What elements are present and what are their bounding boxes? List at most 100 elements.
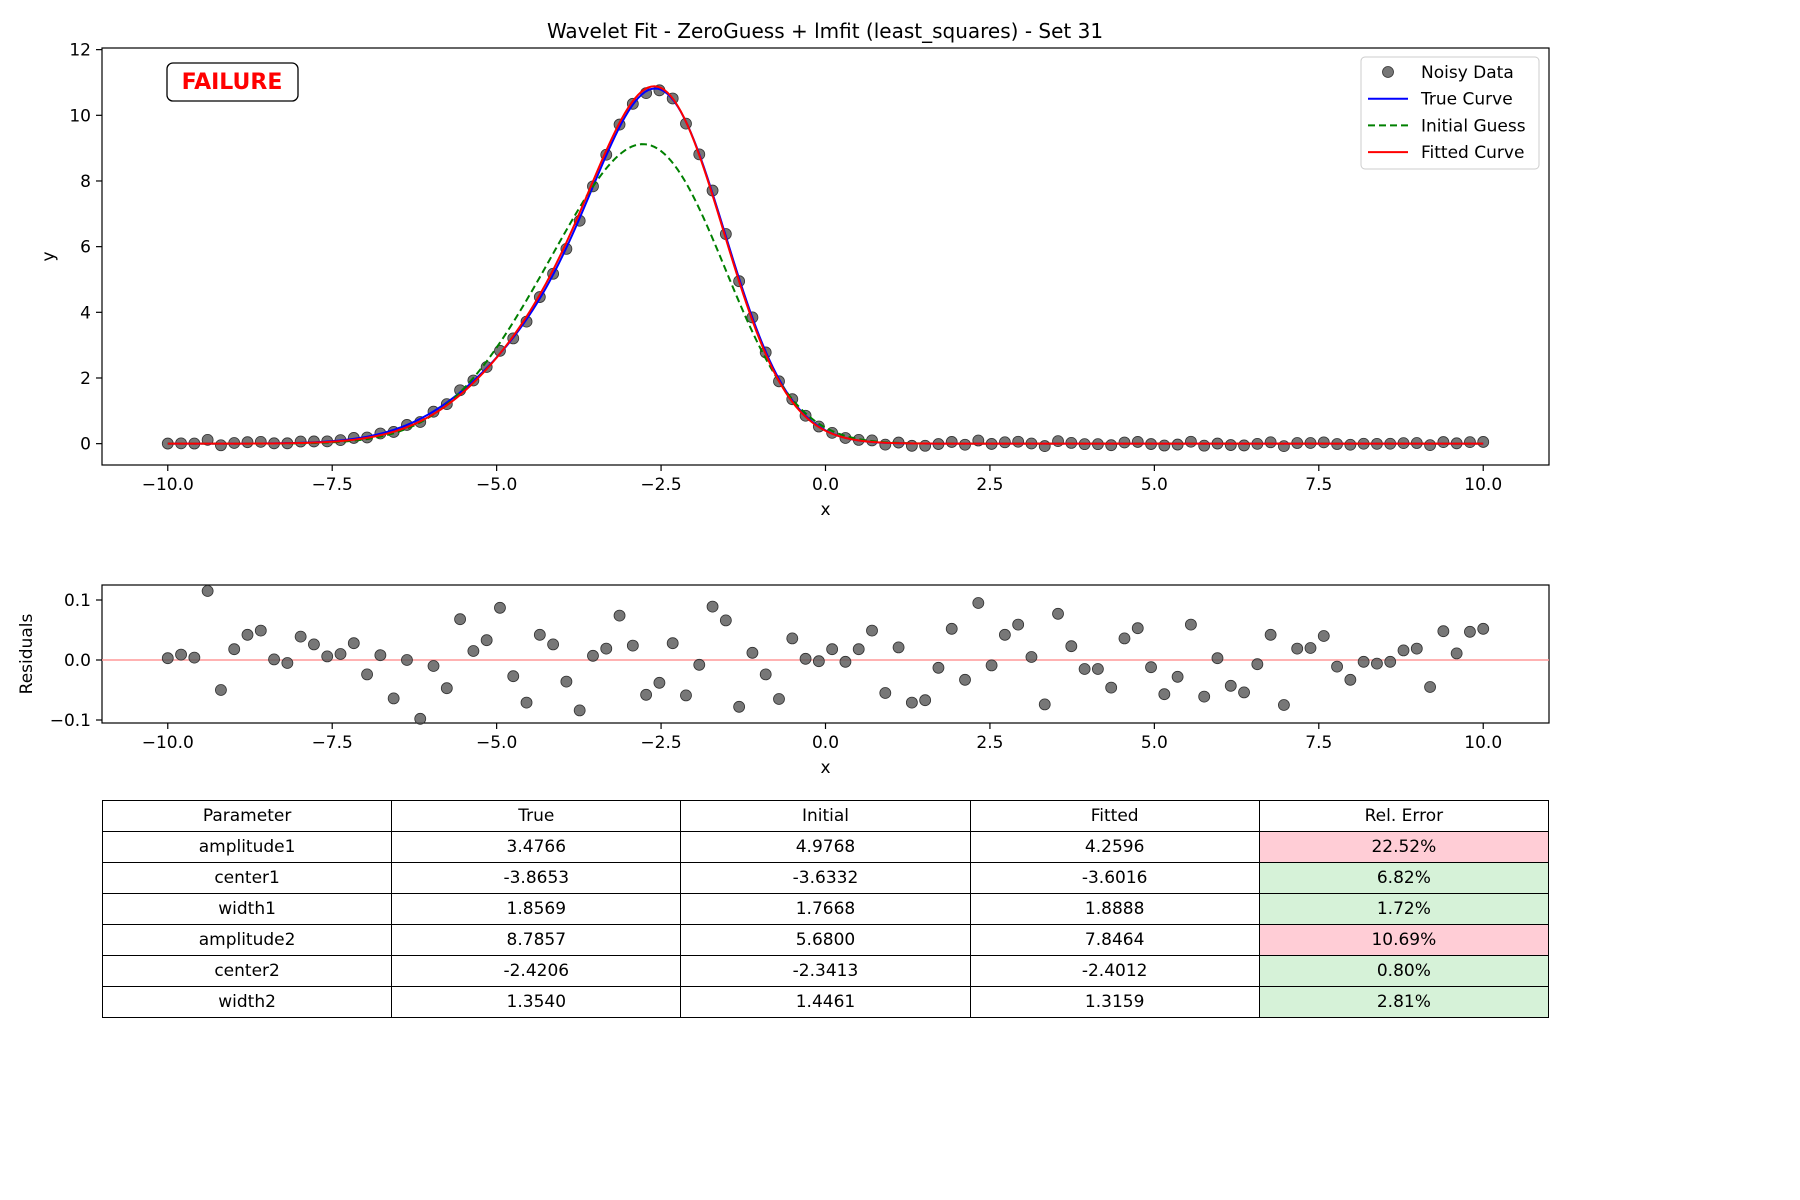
residual-point [839,655,852,668]
residual-point [1464,625,1476,638]
table-cell: 3.4766 [391,831,682,863]
residual-point [1145,661,1157,674]
noisy-data-point [1158,439,1171,452]
noisy-data-point [945,436,958,448]
main-ytick-label: 8 [80,172,91,192]
table-header-cell: True [391,800,682,832]
residual-point [959,673,971,686]
main-xtick-label: 7.5 [1305,475,1332,495]
noisy-data-point [1224,439,1237,451]
residual-point [733,700,746,713]
main-frame [101,47,1550,466]
residual-point [1424,681,1436,693]
noisy-data-point [1131,436,1144,448]
table-cell: 8.7857 [391,924,682,956]
noisy-data-point [1118,436,1131,449]
noisy-data-point [294,435,307,448]
residual-point [1065,640,1078,653]
residual-point [1131,622,1144,635]
main-y-axis-label: y [39,251,59,261]
table-cell: width2 [101,986,393,1018]
main-ytick-label: 10 [69,106,91,126]
table-header-cell: Parameter [101,800,393,832]
main-ytick-label: 6 [80,238,91,258]
initial-guess-line [167,143,1484,445]
residual-point [773,693,785,705]
residual-point [215,684,227,696]
main-plot: −10.0 −7.5 −5.0 −2.5 0.0 2.5 5.0 7.5 10.0 0 2 4 6 8 10… [39,41,1550,520]
residual-point [985,659,998,672]
noisy-data-point [1238,439,1250,452]
residual-point [1038,698,1051,711]
residuals-xtick-label: 0.0 [812,733,839,753]
noisy-data-series [161,84,1490,453]
residual-point [533,628,546,641]
noisy-data-point [905,439,918,452]
residual-point [1185,618,1197,631]
main-xtick-label: 10.0 [1464,475,1502,495]
residual-point [294,630,307,643]
residual-point [1211,652,1224,665]
rel-error-cell: 22.52% [1258,831,1550,863]
legend-label-noisy-data: Noisy Data [1421,63,1514,83]
residuals-ytick-label: 0.1 [64,591,91,611]
table-row: width1 1.8569 1.7668 1.8888 1.72% [101,893,1550,925]
main-xtick-label: −2.5 [640,475,681,495]
main-xtick-label: −5.0 [476,475,517,495]
noisy-data-point [201,433,214,446]
rel-error-cell: 10.69% [1258,924,1550,956]
residual-point [719,614,732,627]
legend-frame [1360,56,1540,170]
residual-point [759,668,772,681]
residual-point [321,650,334,663]
table-cell: 1.3159 [969,986,1260,1018]
residuals-ytick-label: 0.0 [64,651,91,671]
residual-point [666,637,679,650]
residual-point [1238,686,1250,699]
residual-point [374,649,387,662]
table-cell: 1.3540 [391,986,682,1018]
residual-point [905,696,918,709]
table-row: width2 1.3540 1.4461 1.3159 2.81% [101,986,1550,1018]
residual-point [334,648,347,660]
residual-point [680,689,692,702]
residual-point [1091,663,1104,675]
residual-point [879,687,892,699]
residual-point [653,676,666,689]
table-header-row: Parameter True Initial Fitted Rel. Error [101,800,1550,832]
residual-point [972,597,985,609]
residual-point [308,638,320,651]
residuals-xtick-label: −7.5 [312,733,353,753]
legend-label-initial-guess: Initial Guess [1421,116,1526,136]
chart-title: Wavelet Fit - ZeroGuess + lmfit (least_s… [547,19,1103,43]
residual-point [560,675,573,688]
residual-point [852,643,865,656]
table-header-cell: Fitted [969,800,1260,832]
residual-point [347,637,360,650]
residual-point [626,639,639,652]
residual-point [1344,673,1357,686]
residual-point [1078,663,1091,675]
residual-point [1118,632,1131,645]
table-cell: -3.8653 [391,862,682,894]
residual-point [254,624,267,637]
residual-point [786,632,799,645]
table-cell: 1.8569 [391,893,682,925]
true-curve-line [167,87,1484,445]
residual-point [1012,618,1025,631]
residual-point [494,601,506,614]
noisy-data-point [959,438,971,451]
noisy-data-point [1278,440,1290,453]
noisy-data-point [998,436,1011,449]
failure-badge-label: FAILURE [182,70,283,95]
residual-point [1224,679,1237,692]
noisy-data-point [919,439,932,452]
noisy-data-point [1105,439,1118,452]
residual-point [1052,607,1064,620]
residuals-xtick-label: −10.0 [142,733,194,753]
table-row: center1 -3.8653 -3.6332 -3.6016 6.82% [101,862,1550,894]
residuals-frame [101,584,1550,724]
table-header-cell: Initial [680,800,971,832]
table-cell: -2.3413 [680,955,971,987]
residual-point [892,641,905,654]
